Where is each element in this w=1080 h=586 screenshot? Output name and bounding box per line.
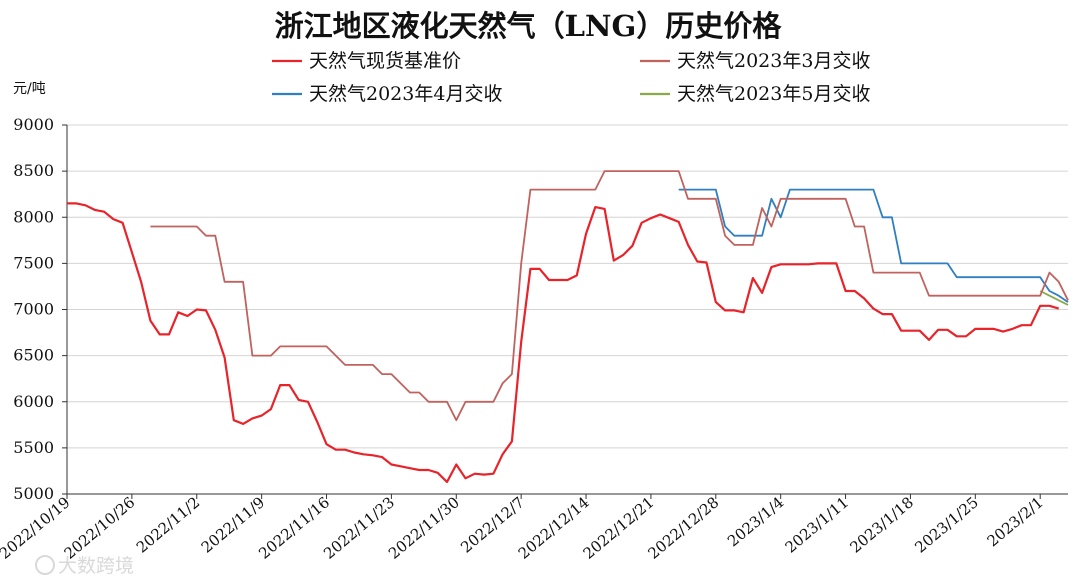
- y-tick-label: 8500: [13, 161, 54, 180]
- x-tick-label: 2022/12/28: [645, 493, 723, 562]
- legend-label: 天然气2023年3月交收: [677, 50, 870, 72]
- x-tick-label: 2023/1/11: [782, 493, 852, 556]
- x-tick-label: 2022/11/16: [255, 493, 333, 562]
- x-tick-label: 2023/1/18: [847, 493, 917, 556]
- y-tick-label: 8000: [13, 207, 54, 226]
- chart-title: 浙江地区液化天然气（LNG）历史价格: [275, 9, 783, 43]
- x-tick-label: 2023/1/25: [911, 493, 981, 556]
- series-line: [150, 170, 1069, 422]
- x-tick-label: 2022/12/21: [580, 493, 658, 562]
- x-tick-label: 2022/11/30: [385, 493, 463, 562]
- y-tick-labels: 5000 5500 6000 6500 7000 7500 8000 8500 9000: [13, 115, 54, 503]
- watermark-logo-icon: [35, 555, 55, 575]
- y-tick-label: 6000: [13, 392, 54, 411]
- y-tick-label: 5000: [13, 484, 54, 503]
- x-tick-label: 2023/1/4: [724, 493, 787, 550]
- x-tick-label: 2023/2/1: [984, 493, 1047, 550]
- y-tick-label: 6500: [13, 346, 54, 365]
- x-tick-label: 2022/10/26: [61, 493, 139, 562]
- y-tick-label: 5500: [13, 438, 54, 457]
- legend-label: 天然气2023年4月交收: [309, 83, 502, 105]
- watermark: 大数跨境: [35, 555, 134, 577]
- legend-label: 天然气2023年5月交收: [677, 83, 870, 105]
- series-lines: [67, 170, 1069, 484]
- series-line: [67, 202, 1060, 484]
- x-tick-labels: 2022/10/192022/10/262022/11/22022/11/920…: [0, 493, 1047, 562]
- legend-label: 天然气现货基准价: [309, 50, 461, 72]
- x-tick-label: 2022/12/14: [515, 493, 593, 562]
- axes: [62, 124, 1068, 499]
- series-line: [1039, 290, 1069, 306]
- y-axis-unit: 元/吨: [13, 81, 46, 97]
- y-tick-label: 9000: [13, 115, 54, 134]
- x-tick-label: 2022/11/23: [320, 493, 398, 562]
- y-tick-label: 7500: [13, 253, 54, 272]
- series-line: [678, 188, 1069, 303]
- y-tick-label: 7000: [13, 300, 54, 319]
- watermark-text: 大数跨境: [58, 555, 134, 577]
- grid-lines: [67, 124, 1068, 449]
- x-tick-label: 2022/11/2: [133, 493, 203, 556]
